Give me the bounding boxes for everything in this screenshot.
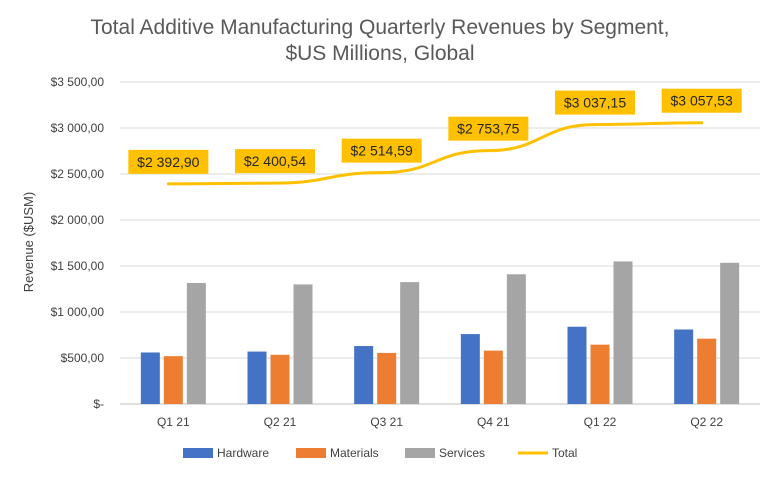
x-tick-label: Q1 21 (157, 415, 190, 429)
y-tick-label: $3 500,00 (51, 75, 105, 89)
legend-swatch (183, 448, 213, 458)
y-tick-label: $3 000,00 (51, 121, 105, 135)
bar-services (613, 261, 633, 404)
legend-swatch (405, 448, 435, 458)
bar-hardware (460, 334, 480, 404)
x-tick-label: Q4 21 (477, 415, 510, 429)
bar-materials (590, 344, 610, 404)
x-tick-label: Q1 22 (584, 415, 617, 429)
bar-services (186, 283, 206, 404)
bar-hardware (567, 326, 587, 404)
data-label-box (448, 116, 529, 141)
bar-materials (697, 338, 717, 404)
y-tick-label: $1 000,00 (51, 305, 105, 319)
bar-materials (270, 354, 290, 404)
y-tick-label: $2 500,00 (51, 167, 105, 181)
data-label-box (128, 149, 209, 174)
bar-hardware (354, 346, 374, 404)
bar-materials (377, 352, 397, 404)
y-tick-labels: $- $500,00 $1 000,00 $1 500,00 $2 000,00 $2 5… (51, 75, 105, 411)
y-tick-label: $1 500,00 (51, 259, 105, 273)
bar-services (720, 262, 740, 404)
data-label: $2 400,54 (244, 153, 306, 169)
bar-services (400, 282, 420, 404)
bar-hardware (247, 351, 267, 404)
y-axis-title: Revenue ($USM) (21, 192, 36, 292)
x-tick-label: Q2 22 (690, 415, 723, 429)
legend-label: Materials (330, 446, 379, 460)
data-label-box (235, 149, 315, 174)
bar-materials (163, 356, 183, 404)
data-label: $3 057,53 (671, 93, 733, 109)
x-tick-labels: Q1 21 Q2 21 Q3 21 Q4 21 Q1 22 Q2 22 (157, 415, 723, 429)
total-line (166, 121, 704, 186)
data-label: $2 392,90 (137, 154, 199, 170)
data-label-box (555, 90, 635, 115)
y-tick-label: $2 000,00 (51, 213, 105, 227)
line-total (166, 121, 704, 186)
data-labels: $2 392,90 $2 400,54 $2 514,59 $2 753,75 $3 0… (128, 88, 742, 174)
legend-swatch (296, 448, 326, 458)
gridlines (120, 81, 760, 405)
data-label-box (661, 88, 742, 113)
legend-label: Services (439, 446, 485, 460)
bar-marks (140, 261, 740, 404)
data-label: $2 514,59 (351, 143, 413, 159)
legend: Hardware Materials Services Total (183, 446, 577, 460)
y-tick-label: $- (93, 397, 104, 411)
data-label: $2 753,75 (457, 121, 519, 137)
bar-hardware (674, 329, 694, 404)
x-tick-label: Q2 21 (264, 415, 297, 429)
data-label-box (341, 138, 422, 163)
x-tick-label: Q3 21 (370, 415, 403, 429)
bar-services (506, 274, 526, 404)
bar-services (293, 284, 313, 404)
data-label: $3 037,15 (564, 95, 626, 111)
y-tick-label: $500,00 (61, 351, 105, 365)
chart-subtitle: $US Millions, Global (285, 42, 474, 65)
legend-label: Total (552, 446, 577, 460)
bar-materials (483, 350, 503, 404)
bar-hardware (140, 352, 160, 404)
chart-title: Total Additive Manufacturing Quarterly R… (91, 16, 670, 39)
legend-label: Hardware (217, 446, 269, 460)
